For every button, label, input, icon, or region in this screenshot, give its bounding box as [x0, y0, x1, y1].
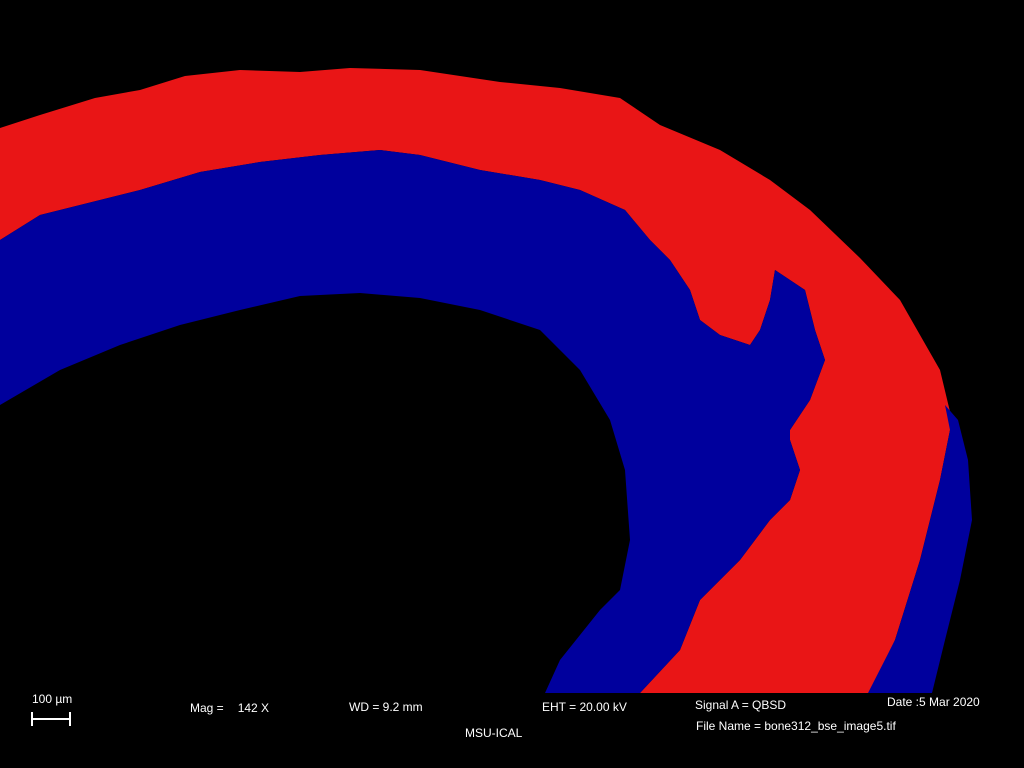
- magnification: Mag = 142 X: [190, 701, 269, 715]
- scale-bar-icon: [31, 712, 71, 726]
- mag-label: Mag =: [190, 701, 224, 715]
- mag-value: 142 X: [237, 701, 270, 715]
- file-name: File Name = bone312_bse_image5.tif: [696, 719, 896, 733]
- eht-voltage: EHT = 20.00 kV: [542, 700, 627, 714]
- institution-label: MSU-ICAL: [465, 726, 523, 740]
- acquisition-date: Date :5 Mar 2020: [887, 695, 980, 709]
- blue-inner-layer: [0, 150, 825, 693]
- scale-bar-label: 100 µm: [32, 692, 73, 706]
- signal-detector: Signal A = QBSD: [695, 698, 787, 712]
- working-distance: WD = 9.2 mm: [349, 700, 423, 714]
- red-outer-layer: [0, 68, 952, 693]
- blue-right-sliver: [868, 405, 972, 693]
